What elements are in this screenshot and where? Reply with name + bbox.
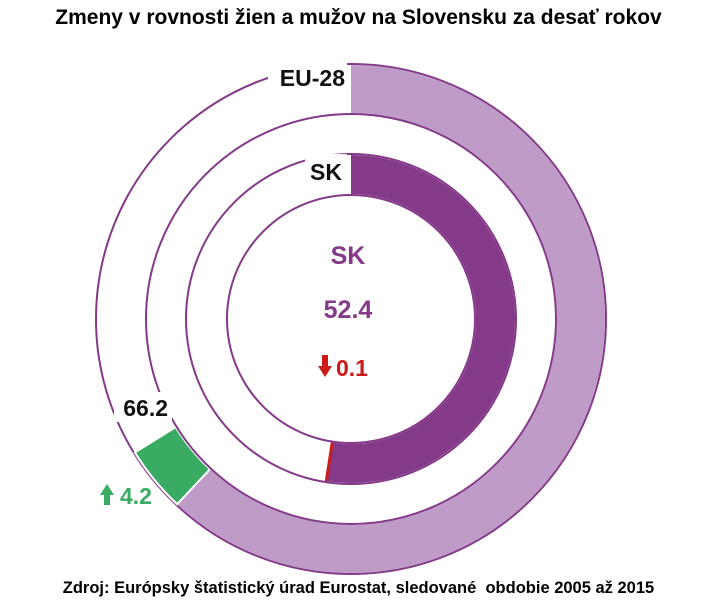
source-note: Zdroj: Európsky štatistický úrad Eurosta… <box>62 579 655 597</box>
eu-label-background <box>268 60 347 90</box>
center-change-label: 0.1 <box>336 355 368 381</box>
arrow-up-icon <box>100 484 114 505</box>
center-value: 52.4 <box>324 296 373 324</box>
eu-change-label: 4.2 <box>120 483 152 509</box>
eu-value-label: 66.2 <box>123 395 168 421</box>
eu-value-label-background <box>114 392 172 422</box>
eu-ring-value-arc <box>177 65 605 573</box>
sk-label-background <box>305 154 347 186</box>
chart-title: Zmeny v rovnosti žien a mužov na Slovens… <box>55 6 662 29</box>
sk-ring-label: SK <box>310 159 342 185</box>
eu-ring-label: EU-28 <box>280 65 345 91</box>
center-label: SK <box>331 242 366 270</box>
sk-ring-value-arc <box>326 155 516 484</box>
sk-ring-change-tick <box>324 442 334 482</box>
arrow-down-icon <box>318 355 332 377</box>
sk-ring-inner-edge <box>226 194 476 444</box>
